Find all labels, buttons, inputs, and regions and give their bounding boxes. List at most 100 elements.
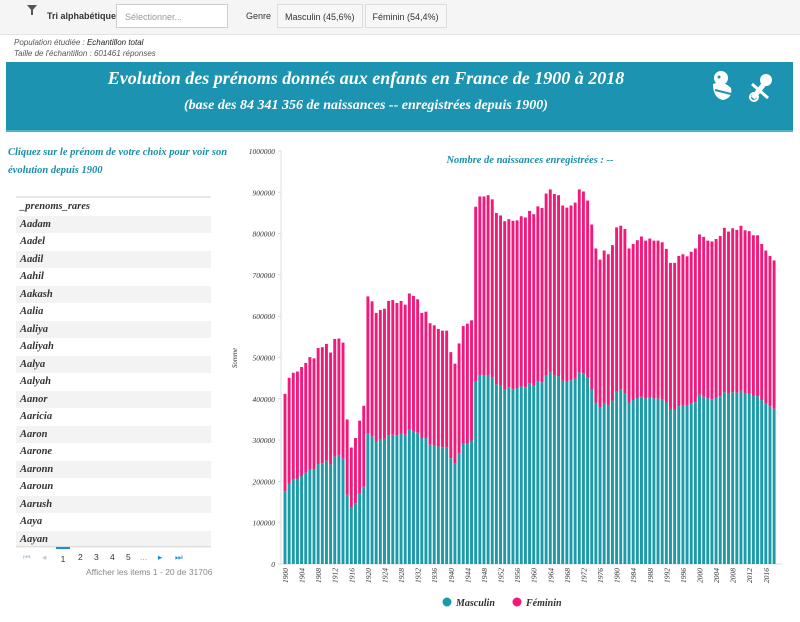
bar-feminin-1956[interactable] xyxy=(515,220,519,389)
bar-masculin-1938[interactable] xyxy=(441,447,444,564)
bar-masculin-1933[interactable] xyxy=(420,438,424,564)
bar-feminin-1950[interactable] xyxy=(490,199,494,378)
bar-masculin-2018[interactable] xyxy=(772,408,776,564)
bar-masculin-1960[interactable] xyxy=(532,385,536,564)
bar-masculin-2011[interactable] xyxy=(743,393,747,564)
bar-feminin-2002[interactable] xyxy=(706,240,710,399)
bar-feminin-1994[interactable] xyxy=(673,262,677,410)
bar-feminin-1931[interactable] xyxy=(412,295,415,432)
bar-masculin-1964[interactable] xyxy=(548,372,552,564)
bar-masculin-1971[interactable] xyxy=(577,372,581,564)
bar-masculin-1989[interactable] xyxy=(652,398,656,564)
bar-feminin-2004[interactable] xyxy=(714,238,718,398)
bar-feminin-2013[interactable] xyxy=(751,235,755,396)
bar-masculin-1915[interactable] xyxy=(345,494,349,564)
bar-masculin-1973[interactable] xyxy=(586,377,590,564)
bar-feminin-2006[interactable] xyxy=(722,227,726,393)
bar-masculin-1914[interactable] xyxy=(341,458,345,564)
bar-feminin-2008[interactable] xyxy=(731,228,735,393)
bar-feminin-1936[interactable] xyxy=(432,325,436,446)
bar-feminin-1943[interactable] xyxy=(461,326,465,444)
bar-masculin-1940[interactable] xyxy=(449,458,453,564)
prev-page-icon[interactable]: ◂ xyxy=(42,552,47,562)
last-page-icon[interactable]: ⏭ xyxy=(175,552,183,562)
bar-feminin-1983[interactable] xyxy=(627,248,631,403)
bar-feminin-2014[interactable] xyxy=(756,235,759,397)
bar-masculin-1935[interactable] xyxy=(428,444,432,564)
bar-feminin-1998[interactable] xyxy=(689,251,693,404)
bar-feminin-1967[interactable] xyxy=(561,205,565,381)
bar-masculin-1949[interactable] xyxy=(486,375,490,564)
bar-masculin-2007[interactable] xyxy=(727,393,730,564)
name-list-item[interactable]: Aalya xyxy=(16,355,211,373)
bar-feminin-1923[interactable] xyxy=(378,310,382,440)
bar-masculin-1932[interactable] xyxy=(416,432,420,564)
bar-masculin-2017[interactable] xyxy=(768,406,772,564)
bar-masculin-1977[interactable] xyxy=(602,403,606,564)
bar-feminin-1945[interactable] xyxy=(470,320,473,441)
name-list-item[interactable]: Aahil xyxy=(20,271,44,282)
bar-masculin-1981[interactable] xyxy=(619,389,623,564)
bar-feminin-1999[interactable] xyxy=(693,248,697,403)
bar-feminin-1914[interactable] xyxy=(341,342,345,459)
bar-feminin-1971[interactable] xyxy=(577,189,581,373)
bar-masculin-1999[interactable] xyxy=(693,402,697,564)
bar-feminin-1929[interactable] xyxy=(403,304,407,435)
bar-masculin-1959[interactable] xyxy=(528,383,532,564)
bar-feminin-1932[interactable] xyxy=(416,299,420,433)
bar-masculin-1975[interactable] xyxy=(594,402,598,564)
name-list-item[interactable]: Aalyah xyxy=(20,376,51,387)
bar-masculin-1901[interactable] xyxy=(287,483,291,564)
bar-masculin-1913[interactable] xyxy=(337,455,341,564)
bar-masculin-2001[interactable] xyxy=(702,396,706,564)
bar-feminin-1940[interactable] xyxy=(449,352,453,459)
bar-feminin-1927[interactable] xyxy=(395,302,399,436)
bar-feminin-1934[interactable] xyxy=(424,311,428,439)
page-2[interactable]: 2 xyxy=(78,552,83,562)
bar-masculin-1967[interactable] xyxy=(561,380,565,564)
legend-masculin-marker[interactable] xyxy=(442,597,452,607)
bar-masculin-2013[interactable] xyxy=(751,395,755,564)
bar-masculin-1997[interactable] xyxy=(685,405,689,564)
bar-masculin-2000[interactable] xyxy=(698,394,701,564)
name-list-item[interactable]: Aaya xyxy=(20,516,43,527)
bar-feminin-1962[interactable] xyxy=(540,207,544,383)
bar-feminin-1975[interactable] xyxy=(594,248,598,403)
bar-feminin-1908[interactable] xyxy=(316,348,320,465)
bar-masculin-1944[interactable] xyxy=(465,442,469,564)
bar-masculin-1958[interactable] xyxy=(523,387,527,564)
bar-masculin-2012[interactable] xyxy=(747,393,751,564)
bar-feminin-1930[interactable] xyxy=(407,293,411,430)
bar-feminin-1916[interactable] xyxy=(349,447,353,508)
genre-masculin-button[interactable]: Masculin (45,6%) xyxy=(277,4,363,28)
name-list-item[interactable]: _prenoms_rares xyxy=(20,201,91,212)
bar-feminin-1981[interactable] xyxy=(619,225,623,390)
bar-masculin-1957[interactable] xyxy=(519,386,523,564)
bar-masculin-1910[interactable] xyxy=(325,460,328,564)
bar-feminin-1993[interactable] xyxy=(669,262,672,410)
bar-masculin-1919[interactable] xyxy=(362,486,366,564)
first-page-icon[interactable]: ⏮ xyxy=(23,552,31,562)
bar-masculin-1917[interactable] xyxy=(354,503,357,564)
bar-masculin-1985[interactable] xyxy=(635,397,639,564)
bar-masculin-1974[interactable] xyxy=(590,389,594,564)
bar-feminin-1939[interactable] xyxy=(445,330,449,448)
bar-masculin-2009[interactable] xyxy=(735,392,739,564)
bar-feminin-1964[interactable] xyxy=(548,189,552,373)
bar-masculin-1941[interactable] xyxy=(453,463,457,564)
bar-feminin-1991[interactable] xyxy=(660,242,664,400)
bar-masculin-1991[interactable] xyxy=(660,399,664,564)
bar-masculin-1986[interactable] xyxy=(640,396,643,564)
bar-feminin-1982[interactable] xyxy=(623,229,627,394)
bar-feminin-1904[interactable] xyxy=(300,366,304,477)
bar-masculin-2005[interactable] xyxy=(718,396,722,564)
name-list-item[interactable]: Aalia xyxy=(20,306,44,317)
name-list-item[interactable]: Aakash xyxy=(16,285,211,303)
bar-masculin-1905[interactable] xyxy=(304,472,308,564)
bar-masculin-1903[interactable] xyxy=(295,478,299,564)
bar-feminin-1910[interactable] xyxy=(325,343,328,461)
bar-feminin-1959[interactable] xyxy=(528,210,532,384)
bar-feminin-1987[interactable] xyxy=(644,240,648,399)
bar-masculin-1945[interactable] xyxy=(470,440,473,564)
bar-feminin-1988[interactable] xyxy=(648,238,652,398)
